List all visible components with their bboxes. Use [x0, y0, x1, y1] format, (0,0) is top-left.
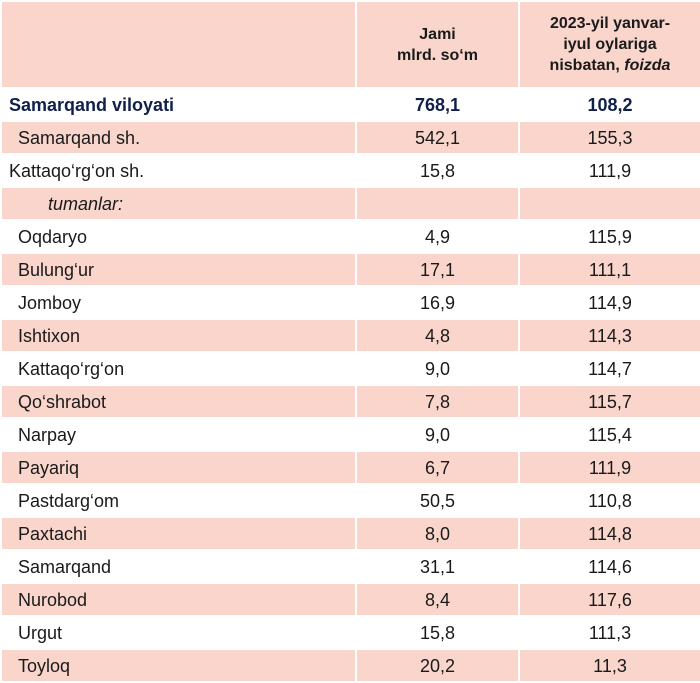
header-foiz-line2: iyul oylariga	[563, 36, 657, 53]
row-name: Qo‘shrabot	[0, 384, 357, 419]
table-row: Pastdarg‘om 50,5 110,8	[0, 483, 700, 518]
row-foiz: 11,3	[518, 648, 700, 683]
row-name: Pastdarg‘om	[0, 483, 357, 518]
row-foiz: 111,9	[518, 450, 700, 485]
table-row: Kattaqo‘rg‘on 9,0 114,7	[0, 351, 700, 386]
header-jami: Jami mlrd. so‘m	[355, 0, 520, 89]
row-name: Urgut	[0, 615, 357, 650]
row-foiz: 114,7	[518, 351, 700, 386]
row-name: Jomboy	[0, 285, 357, 320]
row-foiz: 114,3	[518, 318, 700, 353]
row-name: Samarqand sh.	[0, 120, 357, 155]
row-foiz: 155,3	[518, 120, 700, 155]
row-foiz: 108,2	[518, 87, 700, 122]
row-foiz-empty	[518, 186, 700, 221]
header-jami-line1: Jami	[419, 25, 456, 43]
row-name: Nurobod	[0, 582, 357, 617]
row-foiz: 115,7	[518, 384, 700, 419]
row-jami: 9,0	[355, 351, 520, 386]
row-foiz: 110,8	[518, 483, 700, 518]
table-row-total: Samarqand viloyati 768,1 108,2	[0, 87, 700, 122]
row-name: Kattaqo‘rg‘on sh.	[0, 153, 357, 188]
table-header-row: Jami mlrd. so‘m 2023-yil yanvar- iyul oy…	[0, 0, 700, 89]
table-row: Payariq 6,7 111,9	[0, 450, 700, 485]
table-row: Nurobod 8,4 117,6	[0, 582, 700, 617]
table-row: Kattaqo‘rg‘on sh. 15,8 111,9	[0, 153, 700, 188]
row-foiz: 111,1	[518, 252, 700, 287]
table-row: Ishtixon 4,8 114,3	[0, 318, 700, 353]
row-foiz: 115,4	[518, 417, 700, 452]
header-jami-line2: mlrd. so‘m	[397, 46, 478, 64]
subheader-label: tumanlar:	[0, 186, 357, 221]
header-foiz-line3-italic: foizda	[624, 57, 671, 74]
row-foiz: 111,3	[518, 615, 700, 650]
row-jami: 4,9	[355, 219, 520, 254]
row-jami: 7,8	[355, 384, 520, 419]
table-row: Samarqand 31,1 114,6	[0, 549, 700, 584]
header-foiz-line3-prefix: nisbatan,	[549, 57, 625, 74]
row-name: Bulung‘ur	[0, 252, 357, 287]
row-name: Ishtixon	[0, 318, 357, 353]
table-row: Oqdaryo 4,9 115,9	[0, 219, 700, 254]
row-jami: 17,1	[355, 252, 520, 287]
row-jami: 15,8	[355, 153, 520, 188]
row-name: Oqdaryo	[0, 219, 357, 254]
table-row: Urgut 15,8 111,3	[0, 615, 700, 650]
table-row: Toyloq 20,2 11,3	[0, 648, 700, 683]
row-jami: 8,0	[355, 516, 520, 551]
row-jami: 8,4	[355, 582, 520, 617]
row-jami: 542,1	[355, 120, 520, 155]
table-row: Paxtachi 8,0 114,8	[0, 516, 700, 551]
table-row: Qo‘shrabot 7,8 115,7	[0, 384, 700, 419]
row-jami: 6,7	[355, 450, 520, 485]
row-jami: 768,1	[355, 87, 520, 122]
row-jami: 20,2	[355, 648, 520, 683]
table-row-subheader: tumanlar:	[0, 186, 700, 221]
row-foiz: 111,9	[518, 153, 700, 188]
row-jami-empty	[355, 186, 520, 221]
row-name: Samarqand viloyati	[0, 87, 357, 122]
row-foiz: 117,6	[518, 582, 700, 617]
header-blank-cell	[0, 0, 357, 89]
row-name: Samarqand	[0, 549, 357, 584]
row-jami: 50,5	[355, 483, 520, 518]
row-jami: 4,8	[355, 318, 520, 353]
row-foiz: 114,9	[518, 285, 700, 320]
row-foiz: 114,8	[518, 516, 700, 551]
row-foiz: 115,9	[518, 219, 700, 254]
row-jami: 15,8	[355, 615, 520, 650]
row-foiz: 114,6	[518, 549, 700, 584]
row-jami: 9,0	[355, 417, 520, 452]
table-row: Bulung‘ur 17,1 111,1	[0, 252, 700, 287]
row-name: Narpay	[0, 417, 357, 452]
table-row: Jomboy 16,9 114,9	[0, 285, 700, 320]
row-name: Kattaqo‘rg‘on	[0, 351, 357, 386]
row-name: Paxtachi	[0, 516, 357, 551]
row-name: Toyloq	[0, 648, 357, 683]
header-foiz-line1: 2023-yil yanvar-	[549, 15, 671, 32]
header-foiz: 2023-yil yanvar- iyul oylariga nisbatan,…	[518, 0, 700, 89]
row-jami: 31,1	[355, 549, 520, 584]
row-jami: 16,9	[355, 285, 520, 320]
row-name: Payariq	[0, 450, 357, 485]
table-row: Narpay 9,0 115,4	[0, 417, 700, 452]
table-row: Samarqand sh. 542,1 155,3	[0, 120, 700, 155]
